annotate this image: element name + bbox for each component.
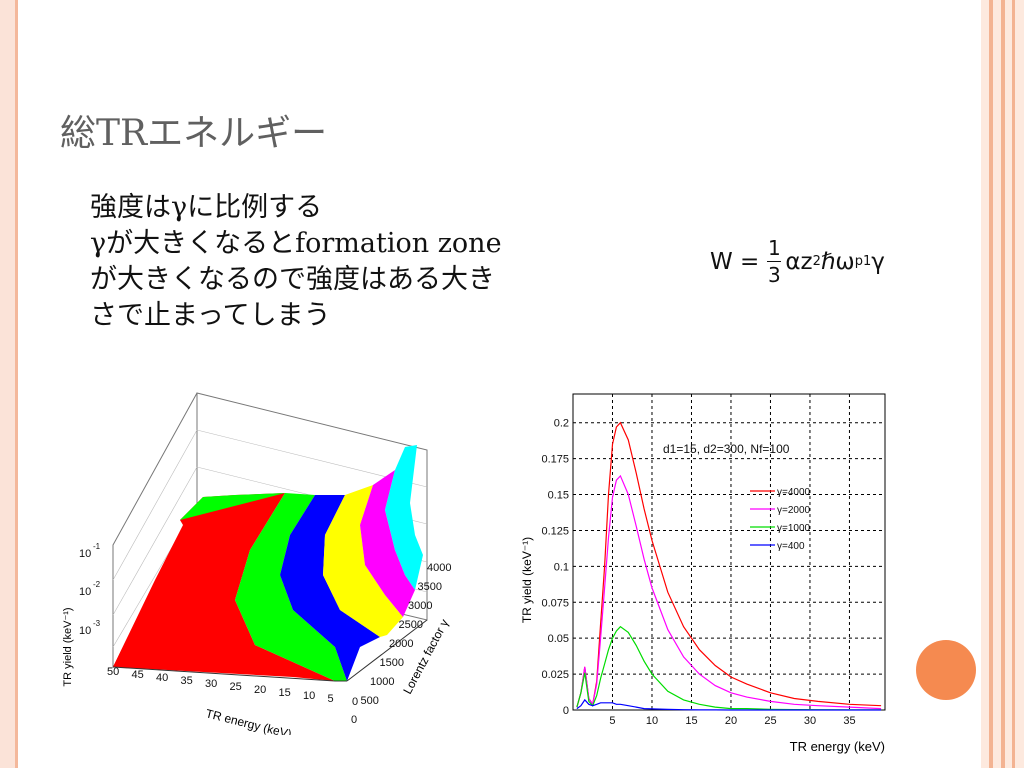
legend-label: γ=4000	[777, 487, 811, 498]
surface-y-tick: 2000	[389, 638, 413, 650]
surface-x-tick: 25	[230, 681, 242, 693]
surface-x-tick: 50	[107, 666, 119, 678]
body-line-3: が大きくなるので強度はある大き	[90, 264, 495, 295]
y-tick-label: 0.2	[554, 418, 569, 430]
surface-y-tick: 500	[361, 695, 379, 707]
surface-x-tick: 0	[352, 696, 358, 708]
surface-x-tick: 30	[205, 678, 217, 690]
surface-y-tick: 2500	[399, 619, 423, 631]
y-tick-label: 0.15	[548, 490, 569, 502]
body-line-2: γが大きくなるとformation zone	[90, 228, 502, 259]
z-tick-3: 10	[79, 625, 91, 637]
left-border-band	[0, 0, 15, 768]
x-tick-label: 25	[764, 715, 776, 727]
z-tick-2: 10	[79, 586, 91, 598]
y-tick-label: 0	[563, 705, 569, 717]
body-line-1: 強度はγに比例する	[90, 192, 323, 223]
formula-exponent: 2	[812, 254, 821, 269]
surface-x-tick: 20	[254, 684, 266, 696]
y-tick-label: 0.05	[548, 633, 569, 645]
surface-x-tick: 10	[303, 690, 315, 702]
z-tick-1: 10	[79, 548, 91, 560]
surface-y-tick: 0	[351, 714, 357, 726]
series-line	[576, 625, 882, 711]
surface-x-tick: 5	[328, 693, 334, 705]
surface-y-tick: 3500	[418, 581, 442, 593]
y-tick-label: 0.175	[541, 454, 569, 466]
formula-lhs: W =	[710, 248, 760, 275]
surface-x-label: TR energy (keV)	[204, 706, 293, 735]
legend-label: γ=400	[777, 541, 805, 552]
energy-formula: W = 1 3 αz 2 ℏω p1 γ	[710, 236, 885, 287]
series-line	[576, 474, 882, 710]
formula-hbar-omega: ℏω	[820, 248, 855, 275]
tr-yield-surface-plot: TR yield (keV⁻¹) 10 -1 10 -2 10 -3 50 45 4…	[62, 392, 451, 735]
formula-denominator: 3	[767, 263, 781, 287]
tr-yield-line-chart: 0 0.025 0.05 0.075 0.1 0.125 0.15 0.175 0.2 5 10 1…	[520, 393, 886, 754]
slide-title: 総TRエネルギー	[60, 113, 328, 154]
surface-y-tick: 4000	[427, 562, 451, 574]
surface-y-tick: 3000	[408, 600, 432, 612]
surface-x-tick: 45	[132, 669, 144, 681]
x-tick-label: 15	[685, 715, 697, 727]
series-line	[576, 698, 882, 711]
surface-x-tick: 15	[279, 687, 291, 699]
surface-z-label: TR yield (keV⁻¹)	[62, 607, 74, 686]
chart-annotation: d1=15, d2=300, Nf=100	[663, 442, 790, 456]
body-text: 強度はγに比例する γが大きくなるとformation zone が大きくなるの…	[90, 190, 502, 334]
z-tick-3-exp: -3	[93, 619, 101, 628]
chart-x-label: TR energy (keV)	[790, 739, 885, 754]
decorative-circle	[916, 640, 976, 700]
legend-label: γ=2000	[777, 505, 811, 516]
x-tick-label: 20	[725, 715, 737, 727]
x-tick-label: 5	[609, 715, 615, 727]
surface-y-tick: 1500	[380, 657, 404, 669]
x-tick-label: 35	[843, 715, 855, 727]
surface-y-tick: 1000	[370, 676, 394, 688]
formula-gamma: γ	[871, 248, 885, 275]
right-border-band	[981, 0, 1024, 768]
legend-label: γ=1000	[777, 523, 811, 534]
formula-fraction: 1 3	[767, 236, 782, 287]
y-tick-label: 0.075	[541, 597, 569, 609]
surface-x-tick: 40	[156, 672, 168, 684]
z-tick-2-exp: -2	[93, 580, 101, 589]
z-tick-1-exp: -1	[93, 542, 101, 551]
y-tick-label: 0.125	[541, 525, 569, 537]
y-tick-label: 0.025	[541, 669, 569, 681]
formula-subscript: p1	[854, 254, 872, 269]
formula-numerator: 1	[767, 236, 781, 260]
y-tick-label: 0.1	[554, 561, 569, 573]
x-tick-label: 10	[646, 715, 658, 727]
chart-y-label: TR yield (keV⁻¹)	[520, 537, 534, 623]
body-line-4: さで止まってしまう	[90, 300, 331, 331]
surface-x-tick: 35	[181, 675, 193, 687]
formula-alpha-z: αz	[785, 248, 813, 275]
x-tick-label: 30	[804, 715, 816, 727]
left-border-line	[15, 0, 18, 768]
